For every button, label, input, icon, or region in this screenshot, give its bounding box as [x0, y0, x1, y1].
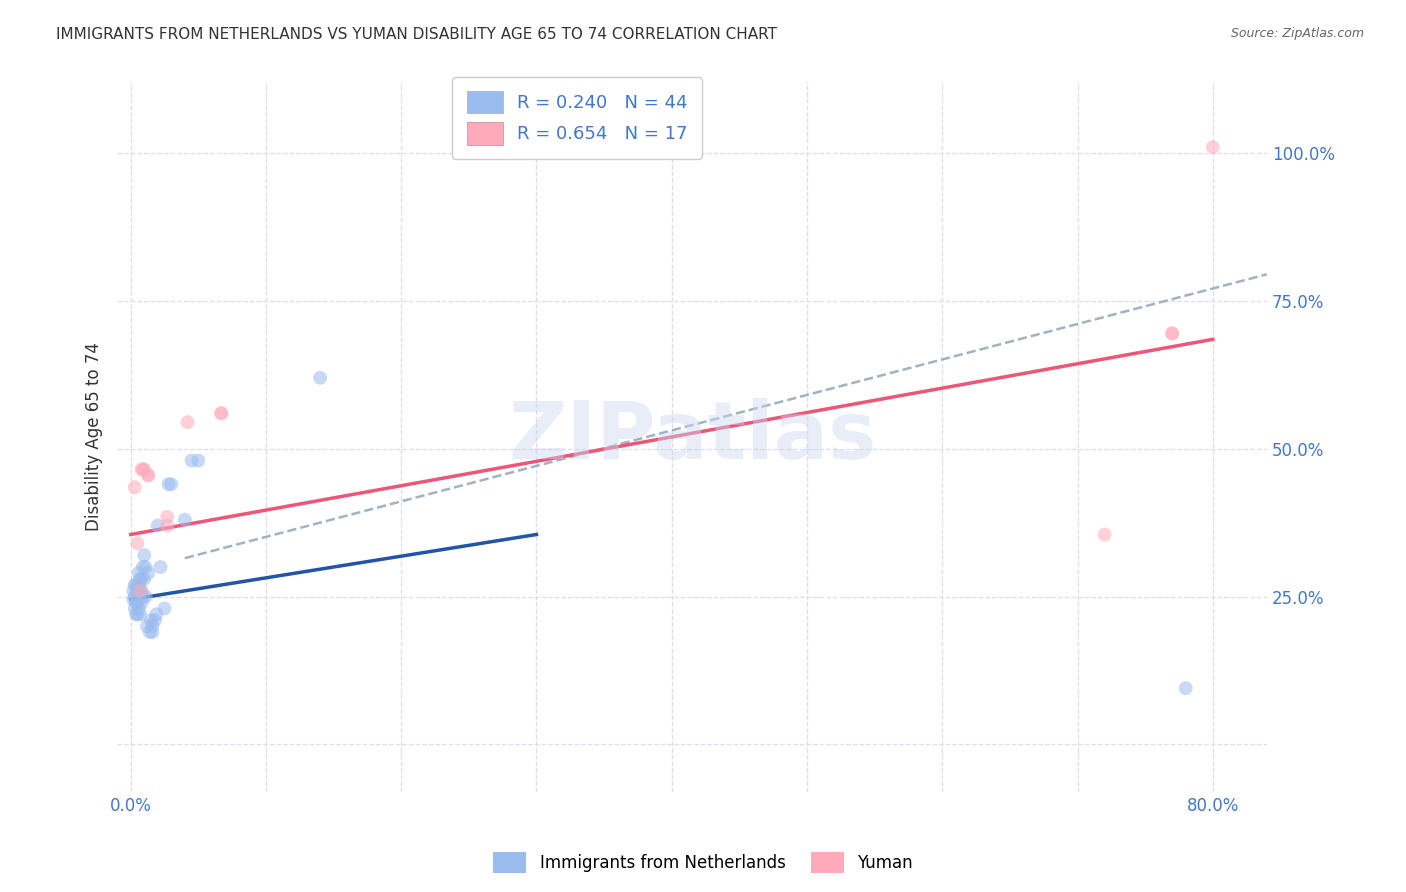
Point	[129, 607, 152, 622]
Point	[153, 601, 176, 615]
Point	[156, 509, 179, 524]
Point	[145, 607, 167, 622]
Point	[132, 560, 155, 574]
Point	[309, 371, 332, 385]
Point	[1161, 326, 1184, 341]
Legend: R = 0.240   N = 44, R = 0.654   N = 17: R = 0.240 N = 44, R = 0.654 N = 17	[453, 77, 702, 159]
Point	[157, 477, 180, 491]
Point	[127, 583, 149, 598]
Point	[131, 462, 153, 476]
Point	[124, 480, 146, 494]
Text: IMMIGRANTS FROM NETHERLANDS VS YUMAN DISABILITY AGE 65 TO 74 CORRELATION CHART: IMMIGRANTS FROM NETHERLANDS VS YUMAN DIS…	[56, 27, 778, 42]
Point	[143, 613, 166, 627]
Point	[135, 560, 157, 574]
Point	[209, 406, 232, 420]
Point	[156, 518, 179, 533]
Point	[128, 601, 150, 615]
Point	[136, 468, 159, 483]
Point	[131, 583, 153, 598]
Y-axis label: Disability Age 65 to 74: Disability Age 65 to 74	[86, 343, 103, 532]
Point	[134, 572, 156, 586]
Point	[134, 548, 156, 562]
Point	[180, 453, 202, 467]
Point	[136, 619, 159, 633]
Point	[209, 406, 232, 420]
Point	[131, 595, 153, 609]
Point	[160, 477, 183, 491]
Point	[125, 578, 148, 592]
Point	[129, 572, 152, 586]
Point	[124, 578, 146, 592]
Point	[131, 572, 153, 586]
Point	[1174, 681, 1197, 696]
Point	[128, 578, 150, 592]
Point	[138, 625, 160, 640]
Point	[127, 595, 149, 609]
Legend: Immigrants from Netherlands, Yuman: Immigrants from Netherlands, Yuman	[486, 846, 920, 880]
Point	[135, 590, 157, 604]
Point	[132, 462, 155, 476]
Point	[132, 590, 155, 604]
Point	[125, 607, 148, 622]
Point	[139, 613, 162, 627]
Point	[127, 607, 149, 622]
Point	[124, 601, 146, 615]
Point	[1094, 527, 1116, 541]
Point	[173, 513, 195, 527]
Point	[129, 583, 152, 598]
Point	[124, 590, 146, 604]
Point	[122, 583, 145, 598]
Point	[128, 566, 150, 580]
Text: Source: ZipAtlas.com: Source: ZipAtlas.com	[1230, 27, 1364, 40]
Text: ZIPatlas: ZIPatlas	[508, 398, 876, 476]
Point	[141, 625, 163, 640]
Point	[129, 583, 152, 598]
Point	[141, 619, 163, 633]
Point	[1161, 326, 1184, 341]
Point	[146, 518, 169, 533]
Point	[136, 468, 159, 483]
Point	[136, 566, 159, 580]
Point	[127, 536, 149, 550]
Point	[1202, 140, 1225, 154]
Point	[122, 592, 145, 607]
Point	[176, 415, 198, 429]
Point	[149, 560, 172, 574]
Point	[134, 462, 156, 476]
Point	[187, 453, 209, 467]
Point	[125, 595, 148, 609]
